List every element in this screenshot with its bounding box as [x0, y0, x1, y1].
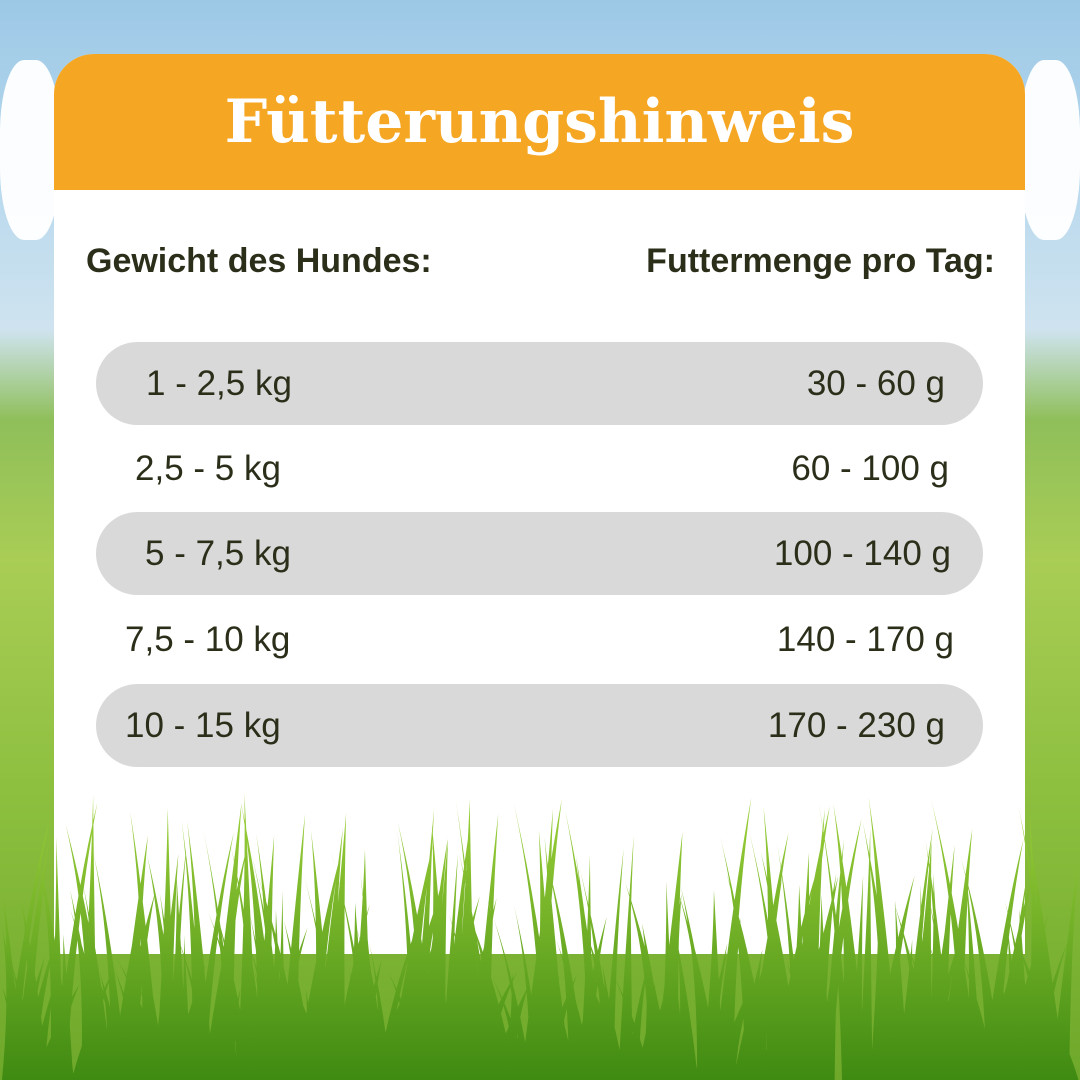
weight-cell: 2,5 - 5 kg	[135, 448, 281, 488]
table-row: 5 - 7,5 kg 100 - 140 g	[96, 512, 983, 595]
grass-blades	[1, 791, 1079, 1080]
amount-cell: 140 - 170 g	[776, 619, 954, 659]
weight-cell: 1 - 2,5 kg	[146, 363, 292, 403]
feeding-guide-card: Fütterungshinweis Gewicht des Hundes: Fu…	[54, 54, 1025, 954]
amount-cell: 100 - 140 g	[773, 533, 951, 573]
table-row: 10 - 15 kg 170 - 230 g	[96, 684, 983, 767]
page-title: Fütterungshinweis	[224, 87, 855, 157]
table-row: 1 - 2,5 kg 30 - 60 g	[96, 342, 983, 425]
card-header: Fütterungshinweis	[54, 54, 1025, 190]
column-header-weight: Gewicht des Hundes:	[86, 242, 432, 280]
cloud	[1020, 60, 1080, 240]
cloud	[0, 60, 60, 240]
grass-illustration	[1, 791, 1079, 1080]
weight-cell: 10 - 15 kg	[125, 705, 281, 745]
weight-cell: 7,5 - 10 kg	[125, 619, 291, 659]
amount-cell: 170 - 230 g	[767, 705, 945, 745]
column-header-amount: Futtermenge pro Tag:	[646, 242, 995, 280]
table-row: 7,5 - 10 kg 140 - 170 g	[96, 598, 983, 681]
table-row: 2,5 - 5 kg 60 - 100 g	[96, 427, 983, 510]
weight-cell: 5 - 7,5 kg	[145, 533, 291, 573]
amount-cell: 60 - 100 g	[791, 448, 949, 488]
amount-cell: 30 - 60 g	[806, 363, 945, 403]
